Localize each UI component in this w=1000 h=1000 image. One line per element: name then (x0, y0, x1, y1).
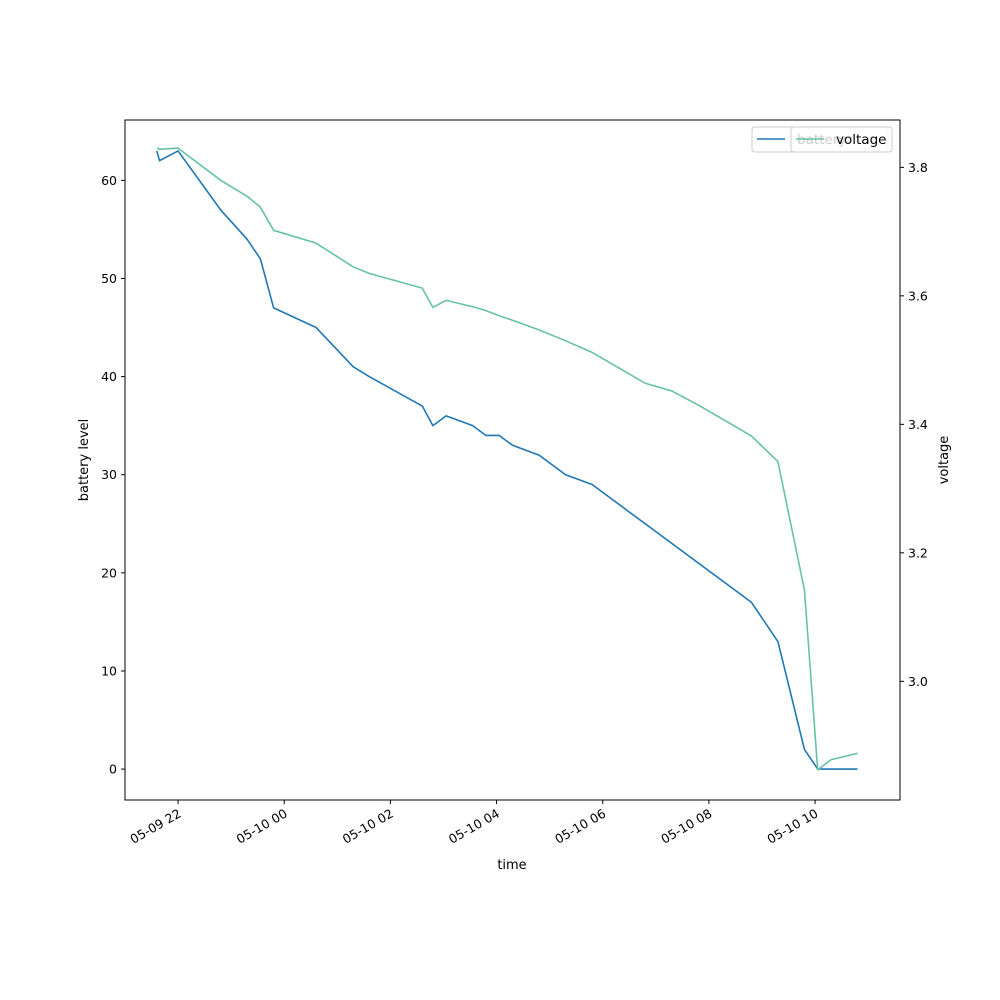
x-tick-label: 05-10 04 (446, 806, 502, 847)
y-left-tick-label: 60 (101, 173, 117, 188)
y-left-tick-label: 0 (109, 762, 117, 777)
y-right-tick-label: 3.0 (908, 674, 928, 689)
x-tick-label: 05-10 08 (658, 806, 714, 847)
legend-voltage: voltage (790, 126, 893, 153)
y-right-tick-label: 3.2 (908, 545, 928, 560)
y-axis-left: 0 10 20 30 40 50 60 (101, 173, 125, 777)
y-right-tick-label: 3.6 (908, 288, 928, 303)
legend-voltage-box (790, 126, 893, 153)
x-tick-label: 05-10 02 (340, 806, 396, 847)
y-left-tick-label: 20 (101, 565, 117, 580)
y-left-tick-label: 10 (101, 663, 117, 678)
y-left-tick-label: 50 (101, 271, 117, 286)
x-tick-label: 05-10 10 (764, 806, 820, 847)
x-tick-label: 05-10 00 (234, 806, 290, 847)
x-tick-label: 05-10 06 (552, 806, 608, 847)
y-right-tick-label: 3.8 (908, 160, 928, 175)
x-tick-label: 05-09 22 (127, 806, 183, 847)
series-line-battery (156, 150, 858, 770)
y-left-tick-label: 40 (101, 369, 117, 384)
x-axis: 05-09 22 05-10 00 05-10 02 05-10 04 05-10 06… (127, 800, 821, 847)
y-left-tick-label: 30 (101, 467, 117, 482)
plot-frame (124, 119, 901, 801)
y-axis-right: 3.0 3.2 3.4 3.6 3.8 (900, 160, 928, 689)
legend-voltage-label: voltage (836, 132, 886, 148)
y-axis-right-label: voltage (937, 436, 952, 485)
x-axis-label: time (497, 858, 526, 873)
y-axis-left-label: battery level (77, 419, 92, 502)
series-layer (156, 147, 858, 771)
y-right-tick-label: 3.4 (908, 417, 928, 432)
series-line-voltage (156, 147, 858, 771)
